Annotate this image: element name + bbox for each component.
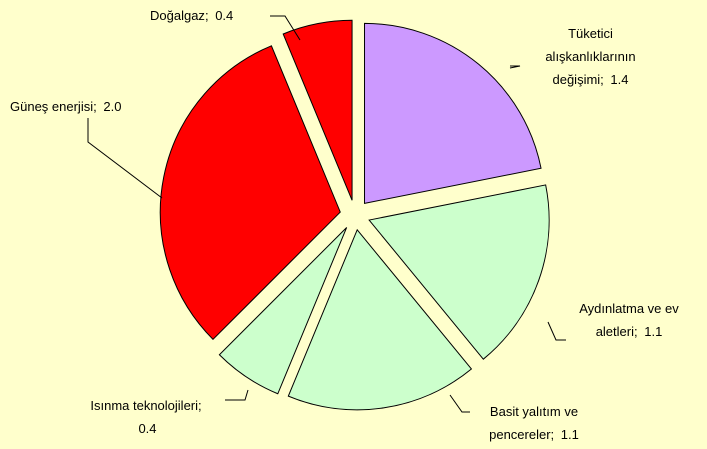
- pie-slice: [218, 227, 348, 395]
- pie-slice: [159, 45, 341, 341]
- pie-slice: [282, 19, 353, 201]
- data-label: Basit yalıtım ve pencereler; 1.1: [489, 404, 579, 442]
- data-label: Isınma teknolojileri; 0.4: [90, 398, 202, 436]
- pie-slice: [364, 22, 542, 205]
- leader-line: [509, 65, 521, 69]
- leader-line: [547, 321, 566, 341]
- leader-line: [87, 118, 163, 199]
- data-label: Güneş enerjisi; 2.0: [10, 99, 122, 114]
- data-label: Tüketici alışkanlıklarının değişimi; 1.4: [545, 26, 636, 87]
- leader-line: [449, 394, 470, 413]
- data-label: Doğalgaz; 0.4: [150, 8, 234, 23]
- leader-line: [225, 389, 249, 401]
- pie-slice: [368, 184, 550, 360]
- leader-line: [270, 15, 301, 41]
- pie-slice: [287, 228, 473, 411]
- data-label: Aydınlatma ve ev aletleri; 1.1: [579, 301, 679, 339]
